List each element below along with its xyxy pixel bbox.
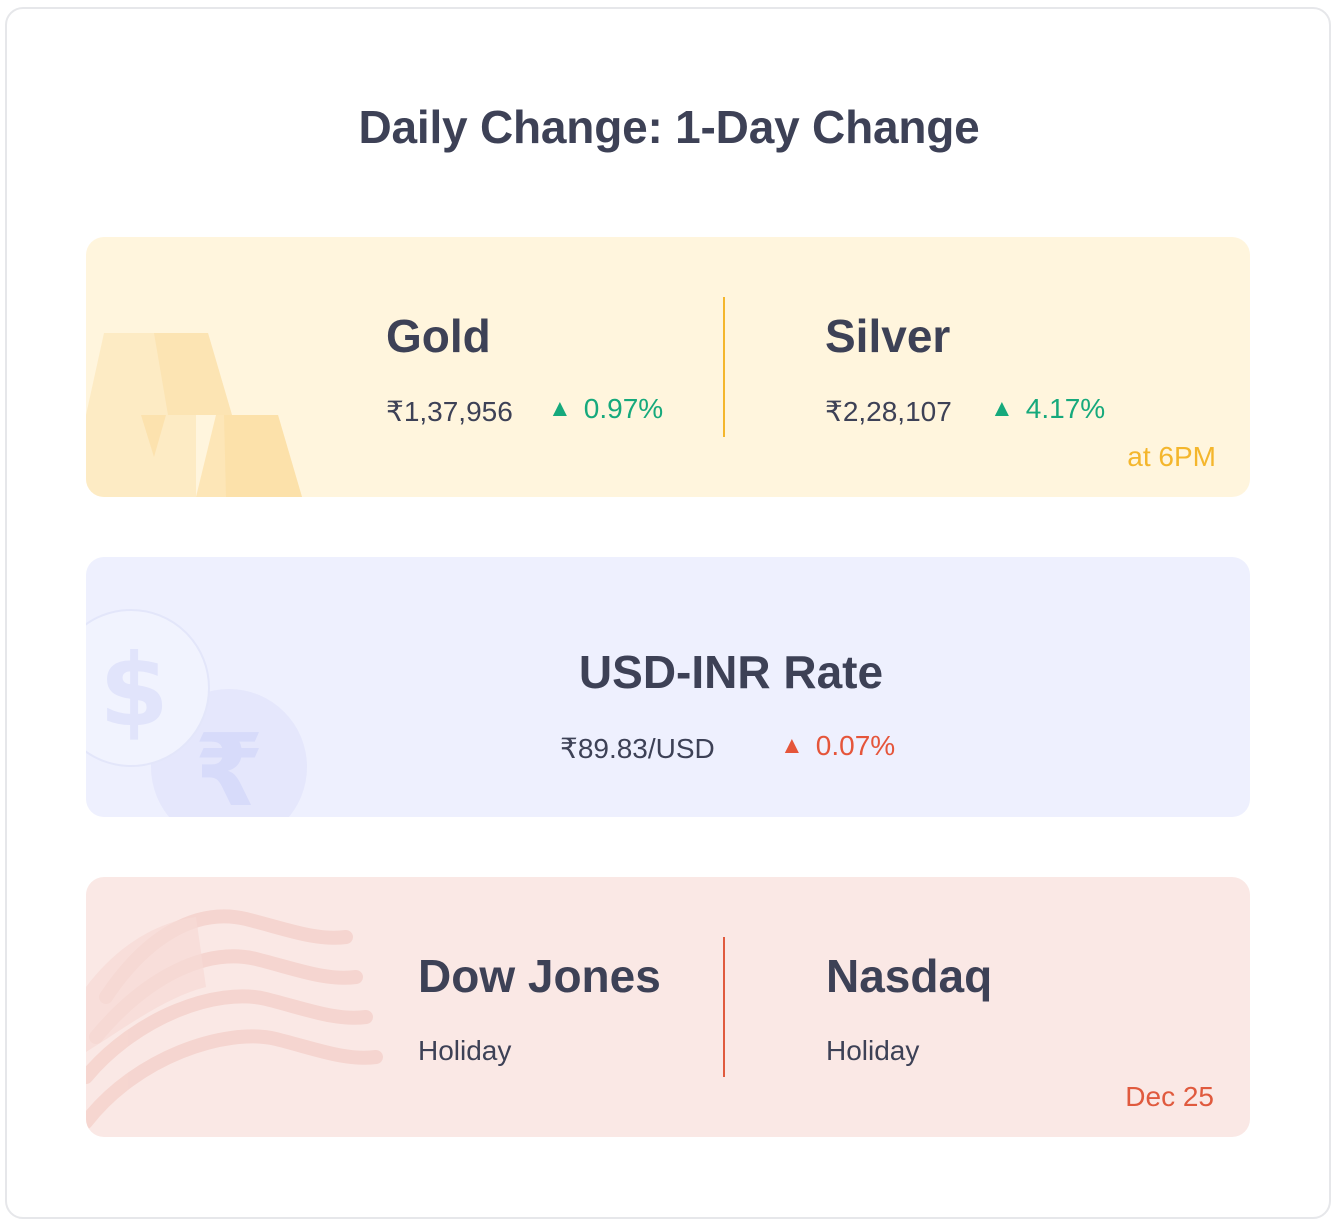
metals-card[interactable]: Gold ₹1,37,956 ▲ 0.97% Silver ₹2,28,107 … (86, 237, 1250, 497)
dow-jones-name: Dow Jones (418, 950, 661, 1002)
svg-text:₹: ₹ (194, 712, 264, 817)
gold-bars-icon (86, 333, 302, 497)
silver-price: ₹2,28,107 (825, 396, 952, 427)
forex-change: ▲ 0.07% (780, 730, 895, 762)
forex-card[interactable]: ₹ $ USD-INR Rate ₹89.83/USD ▲ 0.07% (86, 557, 1250, 817)
forex-rate: ₹89.83/USD (560, 733, 715, 764)
forex-name: USD-INR Rate (578, 646, 884, 698)
us-markets-date-note: Dec 25 (1125, 1081, 1214, 1112)
us-markets-divider (723, 937, 725, 1077)
us-markets-card[interactable]: Dow Jones Holiday Nasdaq Holiday Dec 25 (86, 877, 1250, 1137)
triangle-up-icon: ▲ (548, 395, 572, 422)
dollar-rupee-coins-icon: ₹ $ (86, 609, 307, 817)
gold-change-value: 0.97% (583, 393, 664, 424)
silver-change-value: 4.17% (1025, 393, 1106, 424)
silver-name: Silver (825, 310, 951, 362)
dow-jones-status: Holiday (418, 1035, 512, 1066)
gold-price: ₹1,37,956 (386, 396, 513, 427)
triangle-up-icon: ▲ (780, 732, 804, 759)
metals-divider (723, 297, 725, 437)
gold-change: ▲ 0.97% (548, 393, 663, 425)
svg-text:$: $ (99, 632, 169, 749)
gold-name: Gold (386, 310, 491, 362)
metals-time-note: at 6PM (1127, 441, 1216, 472)
page-title: Daily Change: 1-Day Change (358, 101, 980, 153)
us-flag-icon (86, 909, 383, 1129)
nasdaq-status: Holiday (826, 1035, 920, 1066)
triangle-up-icon: ▲ (990, 395, 1014, 422)
nasdaq-name: Nasdaq (826, 950, 993, 1002)
forex-change-value: 0.07% (815, 730, 896, 761)
silver-change: ▲ 4.17% (990, 393, 1105, 425)
